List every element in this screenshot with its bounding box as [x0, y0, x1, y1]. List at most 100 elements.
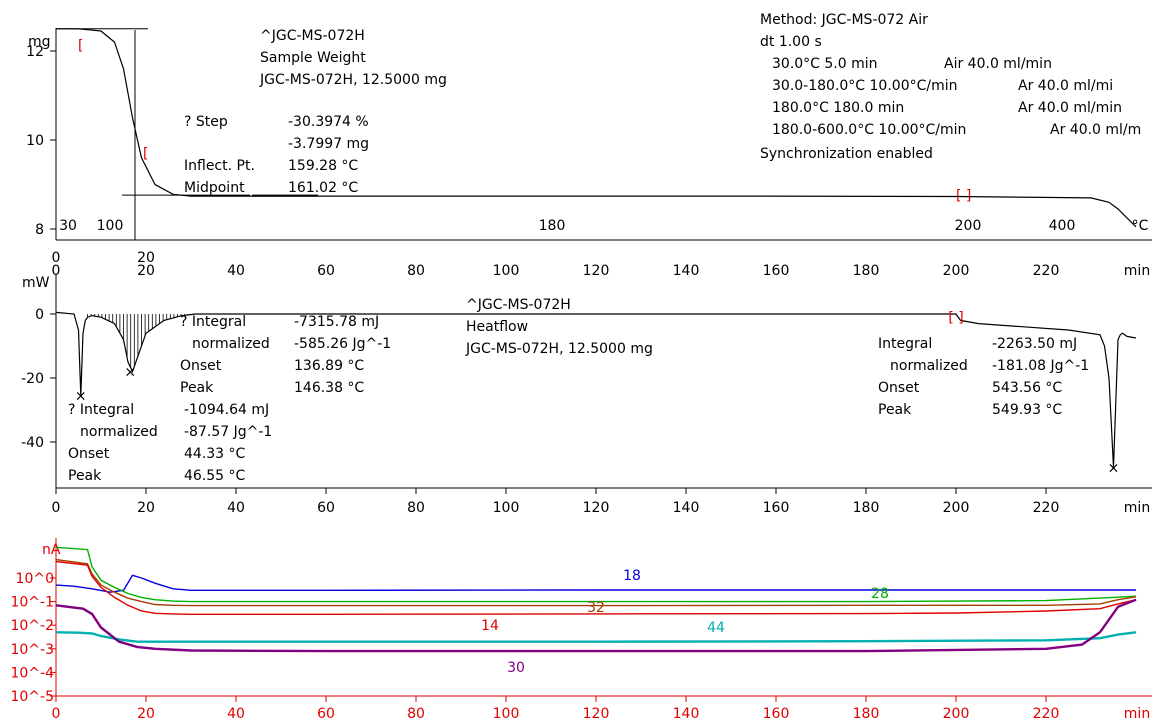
dsc-y-tick-label: -40: [21, 435, 44, 451]
dsc-x-tick-label: 100: [493, 500, 520, 516]
dsc-x-tick-label: 160: [763, 500, 790, 516]
dsc-markers: × × × [ ]: [75, 310, 1119, 477]
tga-curve: [56, 28, 1137, 228]
tga-step-results: ? Step -30.3974 % -3.7997 mg Inflect. Pt. 15…: [184, 114, 369, 196]
tga-step-value: -30.3974 %: [288, 114, 369, 130]
dsc-top-tick-label: 0: [52, 263, 61, 279]
ms-x-tick-label: 100: [493, 706, 520, 721]
tga-time-label: 20: [137, 250, 155, 266]
ms-x-tick-label: 160: [763, 706, 790, 721]
ms-series-line-18: [55, 574, 1136, 593]
dsc-segment-bracket: [ ]: [948, 310, 963, 326]
dsc-x-ticks: 0 20 40 60 80 100 120 140 160 180 200 220 min: [52, 488, 1150, 516]
tga-step-value: 159.28 °C: [288, 158, 358, 174]
tga-temp-label: 100: [97, 218, 124, 234]
tga-y-label: mg: [28, 34, 51, 50]
dsc-result-value: 146.38 °C: [294, 380, 364, 396]
dsc-top-tick-label: 60: [317, 263, 335, 279]
tga-temp-label: °C: [1132, 218, 1149, 234]
ms-x-tick-label: 60: [317, 706, 335, 721]
dsc-result-label: ? Integral: [68, 402, 134, 418]
ms-y-ticks: 10^0 10^-1 10^-2 10^-3 10^-4 10^-5: [10, 571, 56, 705]
dsc-top-unit: min: [1124, 263, 1150, 279]
dsc-x-tick-label: 0: [52, 500, 61, 516]
ms-x-unit: min: [1124, 706, 1150, 721]
tga-temp-label: 200: [955, 218, 982, 234]
ms-x-tick-label: 200: [943, 706, 970, 721]
method-block: Method: JGC-MS-072 Air dt 1.00 s 30.0°C 5.…: [760, 12, 1141, 162]
dsc-result-value: 46.55 °C: [184, 468, 246, 484]
ms-series-label-28: 28: [871, 586, 889, 602]
tga-time-axis-labels: 0 20: [52, 250, 155, 266]
dsc-x-ticks-top: 0 20 40 60 80 100 120 140 160 180 200 220 min: [52, 263, 1151, 279]
ms-panel: nA 10^0 10^-1 10^-2 10^-3 10^-4 10^-5 0 20 40 60…: [10, 538, 1152, 721]
ms-y-tick-label: 10^-5: [10, 689, 54, 705]
tga-step-value: 161.02 °C: [288, 180, 358, 196]
dsc-top-tick-label: 220: [1033, 263, 1060, 279]
dsc-result-label: Peak: [878, 402, 912, 418]
dsc-peak-main-results: ? Integral -7315.78 mJ normalized -585.26 J…: [180, 314, 391, 396]
ms-x-ticks: 0 20 40 60 80 100 120 140 160 180 200 220 min: [52, 696, 1150, 721]
ms-y-tick-label: 10^-3: [10, 642, 54, 658]
dsc-y-tick-label: -20: [21, 371, 44, 387]
ms-series-lines: [55, 546, 1137, 653]
dsc-peak-small-results: ? Integral -1094.64 mJ normalized -87.57 Jg…: [68, 402, 272, 484]
dsc-result-value: -2263.50 mJ: [992, 336, 1077, 352]
tga-sample-line: ^JGC-MS-072H: [260, 28, 365, 44]
ms-series-label-32: 32: [587, 600, 605, 616]
dsc-result-value: 543.56 °C: [992, 380, 1062, 396]
tga-y-tick-label: 10: [26, 133, 44, 149]
ms-x-tick-label: 140: [673, 706, 700, 721]
tga-step-label: Midpoint: [184, 180, 245, 196]
dsc-result-value: -1094.64 mJ: [184, 402, 269, 418]
dsc-result-label: Onset: [68, 446, 110, 462]
dsc-result-value: 549.93 °C: [992, 402, 1062, 418]
tga-sample-line: Sample Weight: [260, 50, 366, 66]
tga-step-bracket: [: [143, 146, 148, 162]
dsc-result-value: -87.57 Jg^-1: [184, 424, 272, 440]
dsc-result-label: Onset: [878, 380, 920, 396]
ms-x-tick-label: 20: [137, 706, 155, 721]
ms-y-tick-label: 10^-1: [10, 595, 54, 611]
method-segment: 180.0°C 180.0 min: [772, 100, 904, 116]
dsc-peak-marker-late: ×: [1108, 461, 1120, 477]
tga-temperature-axis-labels: 30 100 180 200 400 °C: [59, 218, 1149, 234]
dsc-top-tick-label: 80: [407, 263, 425, 279]
dsc-x-tick-label: 60: [317, 500, 335, 516]
dsc-result-label: normalized: [890, 358, 968, 374]
dsc-y-label: mW: [22, 275, 50, 291]
dsc-result-label: Integral: [878, 336, 932, 352]
dsc-top-tick-label: 140: [673, 263, 700, 279]
ms-x-tick-label: 80: [407, 706, 425, 721]
dsc-top-tick-label: 160: [763, 263, 790, 279]
ms-y-label: nA: [42, 542, 61, 558]
tga-y-ticks: 12 10 8: [26, 44, 56, 238]
dsc-result-label: ? Integral: [180, 314, 246, 330]
method-segment: 180.0-600.0°C 10.00°C/min: [772, 122, 966, 138]
ms-y-tick-label: 10^-4: [10, 665, 54, 681]
dsc-sample-line: Heatflow: [466, 319, 528, 335]
dsc-x-tick-label: 200: [943, 500, 970, 516]
method-gas: Air 40.0 ml/min: [944, 56, 1052, 72]
dsc-result-value: 136.89 °C: [294, 358, 364, 374]
ms-x-tick-label: 180: [853, 706, 880, 721]
dsc-x-tick-label: 140: [673, 500, 700, 516]
dsc-peak-late-results: Integral -2263.50 mJ normalized -181.08 Jg^…: [878, 336, 1089, 418]
dsc-sample-line: JGC-MS-072H, 12.5000 mg: [465, 341, 653, 357]
tga-step-label: ? Step: [184, 114, 228, 130]
method-title: Method: JGC-MS-072 Air: [760, 12, 928, 28]
tga-time-label: 0: [52, 250, 61, 266]
ms-x-tick-label: 0: [52, 706, 61, 721]
dsc-top-tick-label: 120: [583, 263, 610, 279]
tga-temp-label: 180: [539, 218, 566, 234]
dsc-x-tick-label: 180: [853, 500, 880, 516]
dsc-y-tick-label: 0: [35, 307, 44, 323]
dsc-result-value: -585.26 Jg^-1: [294, 336, 391, 352]
dsc-x-tick-label: 20: [137, 500, 155, 516]
method-segment: 30.0°C 5.0 min: [772, 56, 878, 72]
method-gas: Ar 40.0 ml/mi: [1018, 78, 1113, 94]
ms-y-tick-label: 10^0: [16, 571, 54, 587]
dsc-result-value: -181.08 Jg^-1: [992, 358, 1089, 374]
dsc-top-tick-label: 180: [853, 263, 880, 279]
